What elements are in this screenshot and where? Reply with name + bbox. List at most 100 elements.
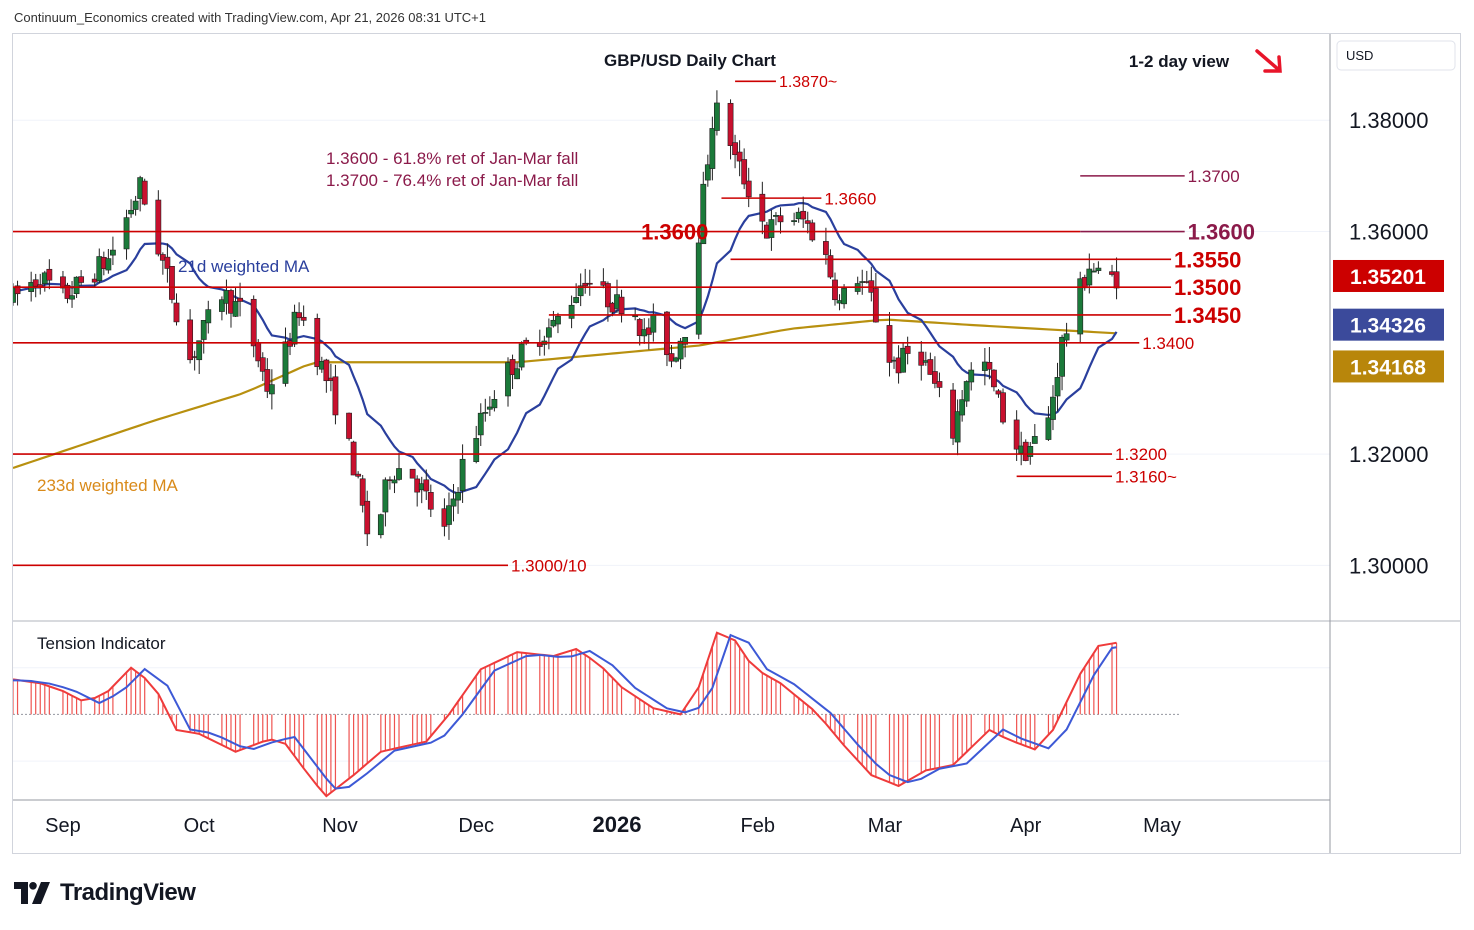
candle (1095, 261, 1102, 274)
candle-body (396, 468, 402, 480)
candle-body (1027, 446, 1034, 457)
candle (777, 207, 784, 234)
candle (14, 280, 21, 306)
candle (673, 356, 679, 363)
price-badge-0: 1.35201 (1333, 259, 1444, 292)
candle-body (455, 492, 461, 501)
candle (141, 178, 148, 206)
candle (791, 212, 798, 226)
level-11: 1.3000/10 (13, 556, 587, 575)
candle (727, 99, 734, 160)
candle-body (13, 287, 16, 303)
candle-body (346, 412, 352, 439)
candle (264, 358, 271, 399)
currency-selector[interactable]: USD (1336, 40, 1456, 71)
candle-body (605, 283, 611, 308)
chart-attribution: Continuum_Economics created with Trading… (14, 10, 486, 25)
candle (473, 425, 480, 464)
candle (1050, 385, 1056, 431)
candle-body (128, 209, 134, 215)
candle (414, 475, 421, 507)
candle (582, 268, 589, 294)
candle (237, 282, 243, 317)
candle-body (714, 102, 720, 131)
price-badge-bg (1333, 308, 1444, 341)
price-badge-label: 1.34168 (1350, 356, 1426, 379)
candle-body (509, 359, 516, 375)
candle (169, 266, 175, 304)
candle-body (60, 276, 66, 289)
x-tick-label: Dec (458, 815, 494, 837)
candle (205, 300, 212, 334)
candle (69, 281, 75, 308)
level-label: 1.3600 (641, 219, 708, 244)
candle (482, 398, 489, 422)
x-tick-label: 2026 (593, 812, 642, 837)
x-tick-label: Oct (184, 815, 216, 837)
candle-body (14, 285, 21, 295)
candle-body (291, 311, 298, 345)
candle (963, 380, 970, 407)
level-label: 1.3660 (824, 189, 876, 208)
candle (105, 248, 112, 274)
candle (173, 293, 180, 326)
candle-body (636, 319, 643, 336)
candle (164, 243, 171, 283)
candle-body (804, 220, 811, 224)
candle-body (505, 362, 511, 397)
candle-body (872, 288, 879, 323)
candle-body (800, 210, 807, 220)
candle (695, 230, 702, 340)
candle-body (46, 268, 53, 281)
candle (577, 273, 584, 307)
tradingview-brand: TradingView (60, 879, 196, 906)
candle-body (841, 288, 847, 305)
candle (377, 513, 384, 539)
candle-body (446, 505, 452, 525)
level-label: 1.3400 (1142, 334, 1194, 353)
candle (323, 358, 330, 393)
candle (841, 284, 847, 309)
candle (78, 270, 85, 286)
tension-line (13, 631, 1117, 798)
candle-body (963, 381, 970, 402)
candle-body (237, 297, 243, 302)
candle-body (518, 343, 525, 368)
candle (555, 312, 561, 334)
candle (123, 209, 130, 260)
tradingview-logo-icon (14, 882, 50, 904)
candle-body (827, 255, 834, 278)
candle-body (741, 159, 748, 185)
candle-body (69, 295, 75, 300)
candle-body (677, 340, 684, 360)
candle-body (1063, 333, 1070, 341)
candle-body (704, 164, 711, 181)
candle-body (423, 479, 430, 492)
candle-body (545, 327, 552, 338)
candle-body (300, 316, 307, 321)
candle-body (586, 282, 593, 285)
candle (232, 287, 239, 317)
candle-body (1086, 268, 1093, 286)
candle (709, 116, 716, 181)
candle-body (187, 319, 194, 361)
ma-21-label: 21d weighted MA (178, 257, 310, 276)
candle-body (268, 384, 275, 395)
candle (259, 352, 266, 382)
candle (455, 487, 461, 514)
candle-body (427, 492, 434, 510)
candle (196, 340, 203, 374)
candle (618, 289, 625, 323)
level-9: 1.3200 (13, 445, 1167, 464)
level-label: 1.3200 (1115, 445, 1167, 464)
candle (927, 352, 934, 375)
candle-body (164, 256, 171, 269)
candle-body (1113, 271, 1120, 289)
candle-body (264, 369, 271, 392)
candle-body (709, 128, 716, 169)
candle-body (1000, 392, 1006, 423)
candle-body (832, 279, 838, 301)
x-tick-label: Sep (45, 815, 81, 837)
level-label: 1.3700 (1188, 167, 1240, 186)
